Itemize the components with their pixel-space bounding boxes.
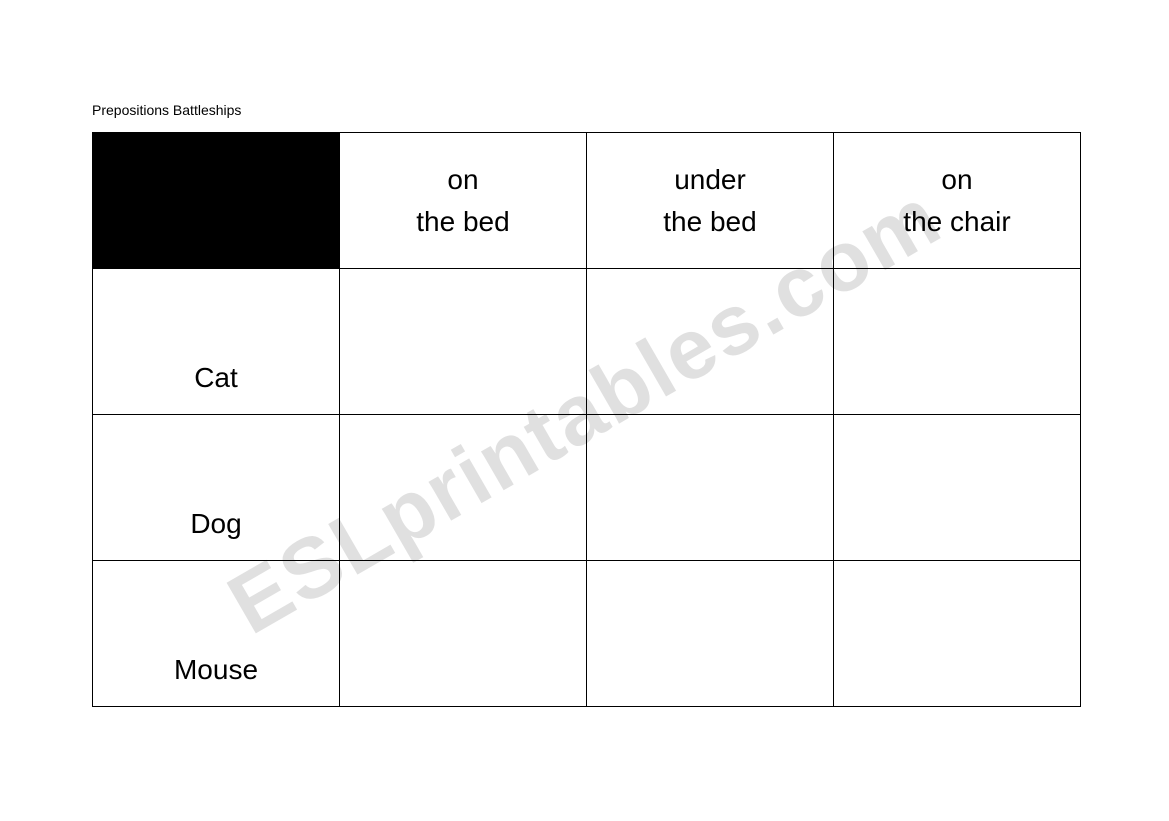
col3-line1: on xyxy=(941,164,972,195)
page-title: Prepositions Battleships xyxy=(92,102,241,118)
grid-cell xyxy=(340,561,587,707)
col1-line2: the bed xyxy=(416,206,509,237)
corner-cell xyxy=(93,133,340,269)
column-header-2: under the bed xyxy=(587,133,834,269)
table-row: Cat xyxy=(93,269,1081,415)
grid-cell xyxy=(587,415,834,561)
grid-cell xyxy=(587,561,834,707)
column-header-1: on the bed xyxy=(340,133,587,269)
grid-cell xyxy=(834,269,1081,415)
row-label-3: Mouse xyxy=(93,561,340,707)
table-row: Mouse xyxy=(93,561,1081,707)
grid-cell xyxy=(340,415,587,561)
grid-cell xyxy=(834,561,1081,707)
col2-line2: the bed xyxy=(663,206,756,237)
col3-line2: the chair xyxy=(903,206,1010,237)
col1-line1: on xyxy=(447,164,478,195)
battleships-grid: on the bed under the bed on the chair Ca… xyxy=(92,132,1081,707)
row-label-2: Dog xyxy=(93,415,340,561)
col2-line1: under xyxy=(674,164,746,195)
header-row: on the bed under the bed on the chair xyxy=(93,133,1081,269)
grid-cell xyxy=(834,415,1081,561)
column-header-3: on the chair xyxy=(834,133,1081,269)
row-label-1: Cat xyxy=(93,269,340,415)
grid-cell xyxy=(587,269,834,415)
table-row: Dog xyxy=(93,415,1081,561)
grid-cell xyxy=(340,269,587,415)
